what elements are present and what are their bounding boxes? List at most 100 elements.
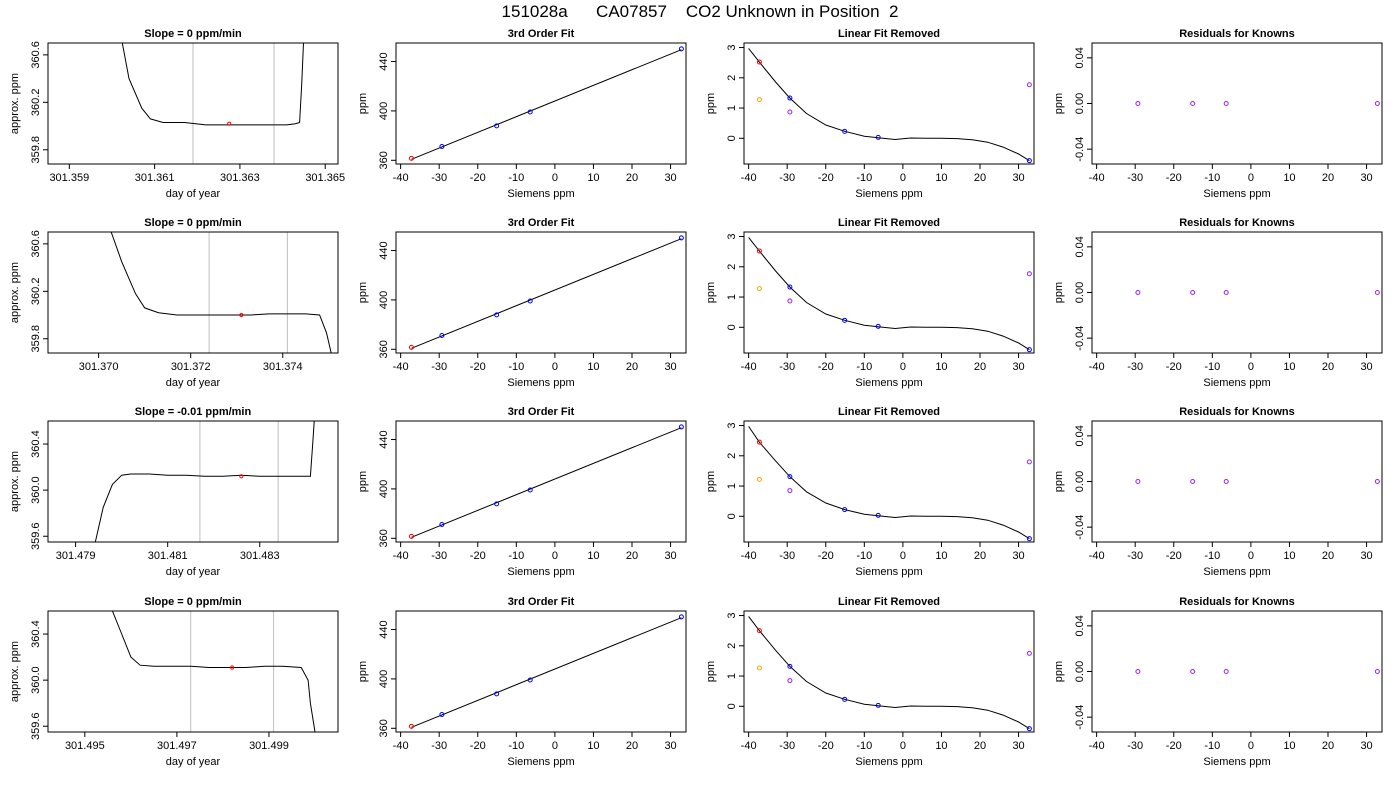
y-tick-label: 360.6	[30, 230, 42, 258]
known-point	[1223, 669, 1229, 674]
x-axis-label: Siemens ppm	[855, 377, 922, 389]
panel-title: Slope = -0.01 ppm/min	[135, 406, 252, 418]
x-tick-label: 10	[587, 361, 599, 373]
y-tick-label: 440	[378, 620, 390, 638]
x-axis-label: Siemens ppm	[1203, 188, 1270, 200]
plot-area	[1135, 101, 1380, 106]
x-tick-label: 0	[1248, 740, 1254, 752]
known-point	[439, 143, 445, 149]
known-point	[875, 134, 881, 140]
series-line	[111, 611, 316, 732]
unknown-marker	[227, 121, 232, 126]
plot-area	[408, 614, 684, 729]
y-tick-label: 360.4	[30, 430, 42, 458]
x-tick-label: 0	[1248, 550, 1254, 562]
y-tick-label: 0.00	[1074, 282, 1086, 303]
x-tick-label: 10	[587, 740, 599, 752]
known-point	[1135, 669, 1141, 674]
x-tick-label: 20	[974, 361, 986, 373]
orange-point	[756, 97, 762, 103]
panel-title: 3rd Order Fit	[508, 28, 575, 40]
y-tick-label: 360	[378, 719, 390, 737]
plot-area	[408, 235, 684, 350]
timeseries-2: Slope = 0 ppm/min 301.370 301.372 301.374 35…	[9, 217, 339, 389]
x-tick-label: 0	[1248, 361, 1254, 373]
x-tick-label: -10	[1204, 361, 1220, 373]
known-point	[787, 95, 793, 101]
x-tick-label: -20	[818, 172, 834, 184]
known-point	[678, 46, 684, 52]
fit-2: 3rd Order Fit -40 -30 -20 -10 0 10 20 30 360 400 44…	[357, 217, 687, 389]
y-tick-label: 440	[378, 52, 390, 70]
known-point	[875, 512, 881, 518]
x-tick-label: 20	[626, 172, 638, 184]
known-point	[1135, 101, 1141, 106]
x-tick-label: 30	[1360, 361, 1372, 373]
fit-curve	[748, 48, 1030, 162]
y-tick-label: 0.00	[1074, 471, 1086, 492]
known-point	[1026, 536, 1032, 542]
linear-removed-1: Linear Fit Removed -40 -30 -20 -10 0 10 20 30 0 1 2…	[705, 28, 1035, 200]
figure-title: 151028a CA07857 CO2 Unknown in Position …	[501, 2, 899, 21]
y-axis-label: ppm	[1053, 282, 1065, 303]
y-tick-label: 0.04	[1074, 47, 1086, 68]
y-tick-label: 1	[726, 673, 738, 679]
known-point	[1223, 101, 1229, 106]
known-point	[494, 312, 500, 318]
residuals-1: Residuals for Knowns -40 -30 -20 -10 0 10 20 30 -…	[1053, 28, 1383, 200]
fit-4: 3rd Order Fit -40 -30 -20 -10 0 10 20 30 360 400 44…	[357, 596, 687, 768]
plot-area	[748, 48, 1032, 164]
purple-point	[787, 678, 793, 684]
y-tick-label: -0.04	[1074, 137, 1086, 162]
known-point	[875, 323, 881, 329]
known-point	[842, 507, 848, 513]
fit-curve	[748, 426, 1030, 540]
x-tick-label: -10	[1204, 740, 1220, 752]
known-point	[678, 614, 684, 620]
x-tick-label: -40	[1089, 361, 1105, 373]
x-tick-label: -20	[470, 172, 486, 184]
x-tick-label: 20	[1322, 172, 1334, 184]
known-point	[1190, 290, 1196, 295]
x-tick-label: 301.372	[171, 361, 211, 373]
x-tick-label: -40	[393, 740, 409, 752]
plot-area	[111, 611, 316, 732]
x-tick-label: 301.359	[49, 172, 89, 184]
plot-area	[1135, 669, 1380, 674]
series-line	[110, 232, 332, 353]
known-point	[787, 474, 793, 480]
known-point	[439, 521, 445, 527]
y-tick-label: 360	[378, 340, 390, 358]
purple-point	[1026, 459, 1032, 465]
y-tick-label: 400	[378, 102, 390, 120]
x-tick-label: 30	[1012, 740, 1024, 752]
known-point	[787, 663, 793, 669]
x-tick-label: -20	[818, 361, 834, 373]
fit-curve	[748, 616, 1030, 730]
panel-title: Linear Fit Removed	[838, 596, 940, 608]
x-axis-label: day of year	[166, 756, 221, 768]
x-tick-label: 0	[552, 361, 558, 373]
y-tick-label: 0	[726, 135, 738, 141]
x-tick-label: 20	[626, 361, 638, 373]
x-tick-label: -20	[1166, 172, 1182, 184]
x-tick-label: 10	[935, 740, 947, 752]
plot-frame	[47, 420, 339, 543]
y-tick-label: 440	[378, 430, 390, 448]
plot-area	[408, 424, 684, 539]
x-tick-label: -30	[431, 172, 447, 184]
y-tick-label: 3	[726, 233, 738, 239]
known-point	[494, 123, 500, 129]
panel-title: Residuals for Knowns	[1179, 406, 1295, 418]
linear-removed-4: Linear Fit Removed -40 -30 -20 -10 0 10 20 30 0 1 2…	[705, 596, 1035, 768]
y-tick-label: 1	[726, 294, 738, 300]
unknown-point	[408, 344, 414, 350]
y-axis-label: approx. ppm	[9, 262, 21, 323]
x-tick-label: 301.361	[135, 172, 175, 184]
x-tick-label: 301.479	[56, 550, 96, 562]
y-tick-label: 359.6	[30, 522, 42, 550]
x-tick-label: 30	[1360, 740, 1372, 752]
panel-title: Slope = 0 ppm/min	[144, 28, 242, 40]
x-axis-label: Siemens ppm	[1203, 756, 1270, 768]
residuals-2: Residuals for Knowns -40 -30 -20 -10 0 10 20 30 -…	[1053, 217, 1383, 389]
